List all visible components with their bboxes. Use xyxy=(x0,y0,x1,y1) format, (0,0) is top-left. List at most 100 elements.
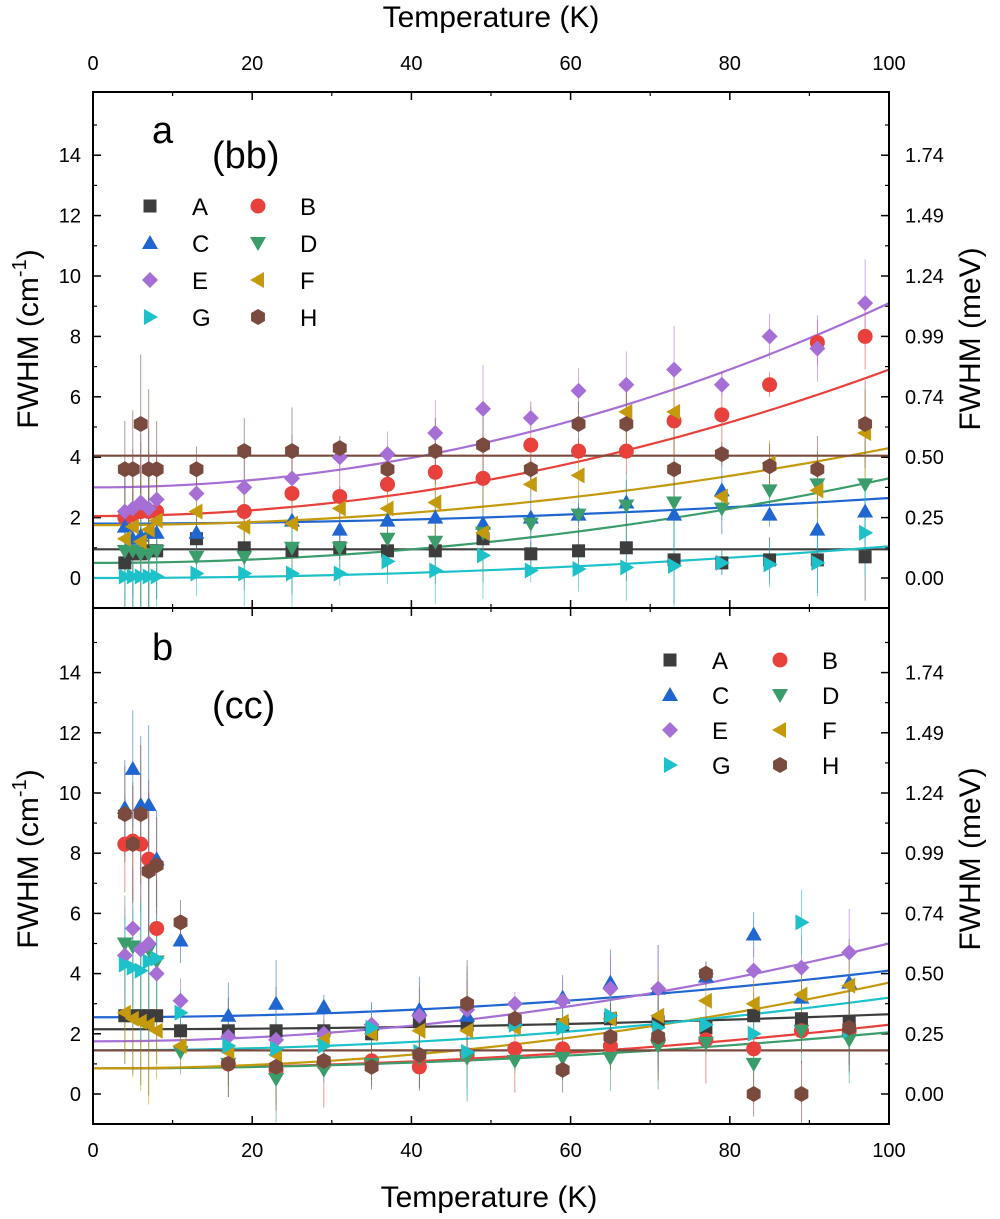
panel-a-point-E xyxy=(475,400,492,417)
panel-b-legend-label-B: B xyxy=(822,648,838,675)
panel-a-point-C xyxy=(379,512,396,527)
panel-b-y-tick-label: 4 xyxy=(70,964,81,986)
panel-a-point-D xyxy=(809,478,826,493)
panel-b-y2-tick-label: 0.50 xyxy=(905,964,944,986)
panel-b-point-H xyxy=(221,1055,236,1072)
panel-b-legend-label-A: A xyxy=(712,648,728,675)
panel-b-point-H xyxy=(794,1086,809,1102)
panel-a-point-C xyxy=(666,506,683,521)
panel-b-point-F xyxy=(116,1004,131,1021)
panel-b-frame xyxy=(92,607,890,1125)
panel-b-legend-marker-C xyxy=(662,687,678,701)
panel-a-point-D xyxy=(427,535,444,550)
panel-a-point-F xyxy=(427,494,442,511)
panel-b: 0 20 40 60 80 100 0 0.00 2 0.25 4 0.50 6 0.74 8 0.99 10 1… xyxy=(59,607,944,1162)
panel-a-fit-D xyxy=(93,477,889,565)
panel-a-point-H xyxy=(380,461,395,478)
panel-a-legend-label-E: E xyxy=(192,268,208,295)
panel-b-legend-label-G: G xyxy=(712,753,731,780)
panel-b-legend-label-E: E xyxy=(712,718,728,745)
panel-b-point-E xyxy=(148,965,165,982)
top-x-tick-label: 0 xyxy=(87,53,98,75)
panel-a-point-F xyxy=(284,515,298,532)
panel-b-legend-marker-G xyxy=(664,757,678,773)
panel-a-point-F xyxy=(666,403,681,420)
panel-a-point-E xyxy=(379,446,396,463)
panel-b-y-tick-label: 2 xyxy=(70,1024,81,1046)
panel-b-point-G xyxy=(222,1037,237,1054)
panel-a-point-B xyxy=(618,443,634,459)
panel-a-legend-label-H: H xyxy=(300,305,317,332)
panel-a-point-H xyxy=(476,437,490,454)
panel-b-point-H xyxy=(125,836,140,853)
panel-a-legend-marker-D xyxy=(250,237,266,251)
panel-b-point-C xyxy=(745,926,762,941)
panel-a-point-F xyxy=(124,518,139,535)
panel-b-legend-marker-D xyxy=(772,689,788,703)
panel-a-point-C xyxy=(331,521,348,536)
panel-b-point-G xyxy=(270,1040,285,1057)
panel-a-legend-marker-E xyxy=(142,272,158,288)
panel-a-point-D xyxy=(570,508,587,523)
panel-a-point-D xyxy=(761,484,778,499)
panel-a-point-G xyxy=(524,562,539,579)
bottom-x-axis-title: Temperature (K) xyxy=(381,1181,598,1214)
panel-a-point-F xyxy=(236,518,251,535)
panel-a-point-E xyxy=(427,425,444,442)
panel-b-point-E xyxy=(172,992,189,1009)
panel-b-polarization: (cc) xyxy=(212,685,275,727)
panel-a-point-F xyxy=(188,503,203,520)
y-title-sup: -1 xyxy=(9,259,31,277)
panel-b-point-F xyxy=(841,977,856,994)
panel-b-point-B xyxy=(411,1059,427,1075)
panel-a-point-B xyxy=(236,504,252,520)
panel-a-point-H xyxy=(332,440,347,457)
panel-a-point-D xyxy=(522,517,539,532)
panel-a-point-D xyxy=(331,541,348,556)
panel-a-point-G xyxy=(333,565,348,582)
panel-a-point-D xyxy=(148,544,165,559)
bottom-x-tick-label: 20 xyxy=(241,1140,263,1162)
panel-a-point-F xyxy=(132,533,147,550)
panel-b-y2-tick-label: 0.74 xyxy=(905,903,944,925)
panel-a-point-A xyxy=(381,544,395,558)
panel-b-point-G xyxy=(461,1043,476,1060)
panel-b-legend-marker-B xyxy=(772,652,788,668)
panel-a-plot-area xyxy=(93,259,889,608)
panel-a-point-D xyxy=(188,550,205,565)
panel-b-point-F xyxy=(697,992,712,1009)
panel-a-y2-tick-label: 0.99 xyxy=(905,326,944,348)
panel-b-point-E xyxy=(793,959,810,976)
panel-a-point-C xyxy=(809,521,826,536)
panel-b-point-F xyxy=(459,1022,474,1039)
panel-a-y2-tick-label: 0.50 xyxy=(905,447,944,469)
panel-b-point-C xyxy=(172,932,189,947)
panel-a-point-G xyxy=(142,568,157,585)
panel-b-legend-marker-H xyxy=(773,757,787,773)
panel-a-point-H xyxy=(762,458,777,475)
panel-a-point-G xyxy=(668,557,683,574)
panel-b-plot-area xyxy=(93,710,889,1124)
panel-b-point-B xyxy=(746,1041,762,1057)
panel-a-y2-tick-label: 0.00 xyxy=(905,568,944,590)
panel-a-point-F xyxy=(148,512,163,529)
panel-a-point-D xyxy=(284,541,300,556)
panel-b-y2-axis-title: FWHM (meV) xyxy=(954,767,987,950)
panel-a-point-E xyxy=(857,295,874,312)
panel-a-point-C xyxy=(761,506,778,521)
panel-b-point-H xyxy=(460,995,475,1012)
top-x-tick-label: 40 xyxy=(400,53,422,75)
panel-a-point-G xyxy=(126,568,141,585)
panel-a-point-B xyxy=(714,407,730,423)
panel-b-point-F xyxy=(793,986,808,1003)
panel-a-point-F xyxy=(116,530,131,547)
panel-b-y-tick-label: 14 xyxy=(59,663,81,685)
panel-b-point-A xyxy=(174,1024,188,1038)
panel-a-legend-marker-A xyxy=(143,199,157,213)
panel-a-point-D xyxy=(713,502,730,517)
panel-b-point-E xyxy=(841,944,858,961)
panel-a-point-E xyxy=(618,376,635,393)
panel-a-legend-label-C: C xyxy=(192,231,209,258)
panel-b-point-E xyxy=(650,980,667,997)
panel-a-point-G xyxy=(477,547,492,564)
